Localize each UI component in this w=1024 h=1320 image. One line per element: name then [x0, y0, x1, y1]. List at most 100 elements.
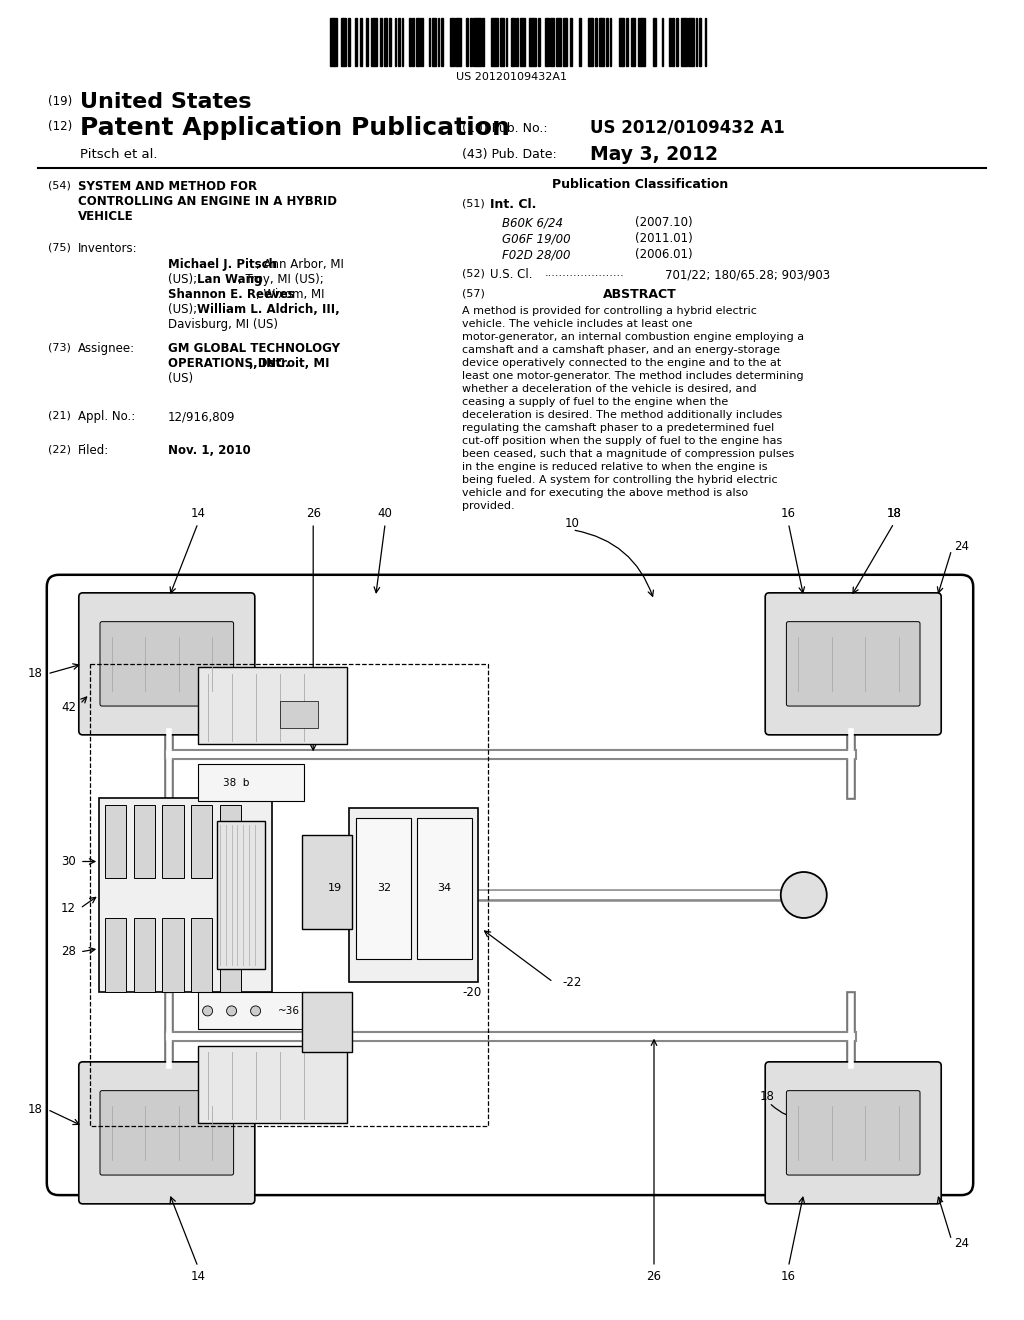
Text: 30: 30	[61, 855, 76, 869]
Bar	[669, 18, 671, 66]
Text: (51): (51)	[462, 198, 484, 209]
Bar	[437, 18, 439, 66]
Circle shape	[251, 1006, 260, 1016]
Text: , Wixom, MI: , Wixom, MI	[256, 288, 324, 301]
Bar	[470, 18, 472, 66]
Text: 12/916,809: 12/916,809	[168, 411, 236, 422]
Text: 38  b: 38 b	[223, 777, 250, 788]
Text: Appl. No.:: Appl. No.:	[78, 411, 135, 422]
Bar	[606, 18, 608, 66]
Bar	[705, 18, 707, 66]
Text: , Ann Arbor, MI: , Ann Arbor, MI	[256, 257, 343, 271]
Text: ~36: ~36	[279, 1006, 300, 1016]
FancyBboxPatch shape	[100, 1090, 233, 1175]
Bar	[638, 18, 645, 66]
FancyBboxPatch shape	[786, 622, 920, 706]
Text: (54): (54)	[48, 180, 71, 190]
Text: 32: 32	[377, 883, 391, 894]
Bar	[473, 18, 480, 66]
Bar	[191, 919, 212, 993]
Text: whether a deceleration of the vehicle is desired, and: whether a deceleration of the vehicle is…	[462, 384, 757, 393]
Text: 14: 14	[190, 1270, 206, 1283]
Text: Int. Cl.: Int. Cl.	[490, 198, 537, 211]
Bar	[681, 18, 687, 66]
Text: GM GLOBAL TECHNOLOGY: GM GLOBAL TECHNOLOGY	[168, 342, 340, 355]
Bar	[134, 805, 155, 878]
Text: Lan Wang: Lan Wang	[197, 273, 262, 286]
Bar	[676, 18, 678, 66]
Text: (52): (52)	[462, 268, 485, 279]
Text: 16: 16	[781, 1270, 796, 1283]
Bar	[394, 18, 396, 66]
Text: US 20120109432A1: US 20120109432A1	[457, 73, 567, 82]
Text: 24: 24	[953, 1237, 969, 1250]
Bar	[198, 1045, 347, 1123]
Bar	[482, 18, 484, 66]
FancyBboxPatch shape	[47, 574, 973, 1195]
Text: camshaft and a camshaft phaser, and an energy-storage: camshaft and a camshaft phaser, and an e…	[462, 345, 780, 355]
Bar	[626, 18, 628, 66]
Bar	[134, 919, 155, 993]
Text: (2007.10): (2007.10)	[635, 216, 692, 228]
Bar	[302, 834, 351, 928]
FancyBboxPatch shape	[765, 593, 941, 735]
Text: deceleration is desired. The method additionally includes: deceleration is desired. The method addi…	[462, 411, 782, 420]
Text: 28: 28	[61, 945, 76, 958]
Bar	[220, 919, 242, 993]
Bar	[618, 18, 624, 66]
Bar	[401, 18, 403, 66]
Text: 701/22; 180/65.28; 903/903: 701/22; 180/65.28; 903/903	[665, 268, 830, 281]
Text: 26: 26	[306, 507, 321, 520]
Text: OPERATIONS, INC.: OPERATIONS, INC.	[168, 356, 290, 370]
Bar	[384, 18, 387, 66]
Bar	[673, 18, 674, 66]
Text: device operatively connected to the engine and to the at: device operatively connected to the engi…	[462, 358, 781, 368]
Text: 16: 16	[781, 507, 796, 520]
Bar	[356, 818, 411, 958]
Bar	[413, 18, 415, 66]
Text: B60K 6/24: B60K 6/24	[502, 216, 563, 228]
Text: least one motor-generator. The method includes determining: least one motor-generator. The method in…	[462, 371, 804, 381]
Text: (73): (73)	[48, 342, 71, 352]
Text: VEHICLE: VEHICLE	[78, 210, 133, 223]
Bar	[372, 18, 377, 66]
Bar	[366, 18, 368, 66]
Text: 34: 34	[437, 883, 452, 894]
Text: (57): (57)	[462, 288, 485, 298]
Text: 18: 18	[887, 507, 901, 520]
FancyBboxPatch shape	[100, 622, 233, 706]
Bar	[280, 701, 318, 727]
Text: 12: 12	[60, 902, 76, 915]
Bar	[441, 18, 443, 66]
Bar	[520, 18, 525, 66]
Bar	[89, 664, 487, 1126]
Bar	[432, 18, 436, 66]
Text: CONTROLLING AN ENGINE IN A HYBRID: CONTROLLING AN ENGINE IN A HYBRID	[78, 195, 337, 209]
Bar	[163, 805, 183, 878]
Bar	[466, 18, 468, 66]
FancyBboxPatch shape	[765, 1061, 941, 1204]
Bar	[662, 18, 664, 66]
Text: (10) Pub. No.:: (10) Pub. No.:	[462, 121, 548, 135]
Text: been ceased, such that a magnitude of compression pulses: been ceased, such that a magnitude of co…	[462, 449, 795, 459]
Text: Shannon E. Reeves: Shannon E. Reeves	[168, 288, 295, 301]
Bar	[545, 18, 549, 66]
Circle shape	[203, 1006, 213, 1016]
Text: Nov. 1, 2010: Nov. 1, 2010	[168, 444, 251, 457]
Bar	[417, 818, 472, 958]
Bar	[422, 18, 423, 66]
Text: 18: 18	[28, 668, 42, 680]
Text: U.S. Cl.: U.S. Cl.	[490, 268, 532, 281]
Bar	[220, 805, 242, 878]
Bar	[688, 18, 694, 66]
Text: 40: 40	[378, 507, 392, 520]
Bar	[451, 18, 454, 66]
Bar	[163, 919, 183, 993]
Text: (21): (21)	[48, 411, 71, 420]
Bar	[409, 18, 411, 66]
Text: , Detroit, MI: , Detroit, MI	[250, 356, 330, 370]
Bar	[348, 18, 350, 66]
Bar	[551, 18, 554, 66]
Text: Michael J. Pitsch: Michael J. Pitsch	[168, 257, 278, 271]
Text: motor-generator, an internal combustion engine employing a: motor-generator, an internal combustion …	[462, 333, 804, 342]
